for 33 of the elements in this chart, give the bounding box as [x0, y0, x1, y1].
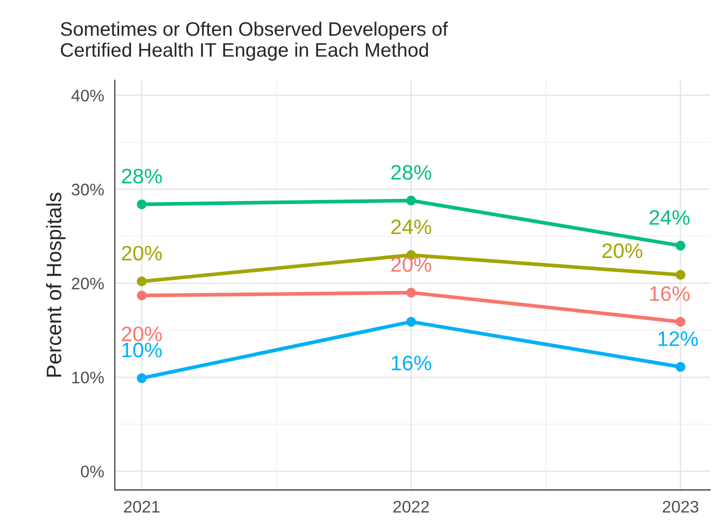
- point: [676, 316, 686, 327]
- point: [406, 196, 416, 206]
- y-tick-label: 0%: [80, 466, 104, 478]
- point: [676, 362, 686, 372]
- annotation: 16%: [392, 356, 432, 370]
- chart-title: Sometimes or Often Observed Developers of Certified Health IT Engage in Each Method: [60, 22, 448, 61]
- point: [676, 240, 686, 251]
- point: [406, 288, 416, 298]
- y-axis-title: Percent of Hospitals: [46, 192, 66, 377]
- point: [136, 276, 147, 286]
- y-tick-label: 40%: [71, 90, 104, 102]
- y-tick-label: 30%: [72, 184, 104, 196]
- point: [136, 199, 147, 210]
- annotation: 10%: [122, 342, 162, 358]
- annotation: 12%: [658, 331, 698, 346]
- annotation: 20%: [122, 246, 162, 261]
- annotation: 28%: [122, 168, 162, 184]
- annotation: 16%: [650, 286, 690, 301]
- annotation: 24%: [650, 210, 690, 225]
- annotation: 20%: [122, 326, 162, 342]
- point: [136, 290, 147, 300]
- point: [406, 316, 416, 327]
- y-tick-label: 20%: [72, 278, 104, 290]
- point: [136, 373, 147, 384]
- x-tick-label: 2021: [124, 500, 160, 513]
- annotation: 20%: [391, 257, 432, 272]
- y-tick-label: 10%: [72, 372, 104, 384]
- annotation: 24%: [391, 220, 432, 234]
- annotation: 28%: [391, 165, 432, 180]
- x-tick-label: 2022: [393, 500, 429, 513]
- annotation: 20%: [602, 243, 642, 258]
- point: [676, 270, 686, 280]
- x-tick-label: 2023: [662, 500, 698, 513]
